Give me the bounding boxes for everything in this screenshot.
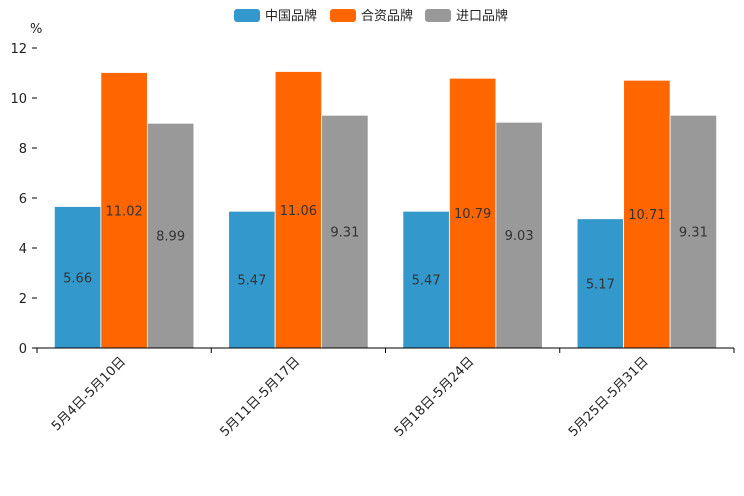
legend-label-3: 进口品牌 [456,8,508,24]
bar-value-label: 8.99 [156,230,185,245]
bar-value-label: 10.79 [454,207,491,222]
bar-value-label: 11.02 [106,204,143,219]
y-tick-label: 2 [19,292,27,307]
x-category-label-3: 5月18日-5月24日 [392,354,478,440]
y-axis-unit-label: % [30,22,42,37]
bar-value-label: 5.47 [412,274,441,289]
y-tick-label: 12 [10,42,27,57]
bar-value-label: 9.31 [330,226,359,241]
x-category-label-4: 5月25日-5月31日 [566,354,652,440]
bar-value-label: 9.03 [505,229,534,244]
bar-2-1 [100,72,148,349]
legend-label-1: 中国品牌 [265,8,317,24]
y-tick-label: 6 [19,192,27,207]
bar-3-1 [146,122,195,349]
legend-swatch-2 [330,9,356,22]
bar-3-3 [495,121,543,349]
y-axis: 0 2 4 6 8 10 12 [10,42,37,357]
x-axis: 5月4日-5月10日 5月11日-5月17日 5月18日-5月24日 5月25日-5月… [36,347,735,440]
bar-2-4 [623,79,671,349]
x-category-label-2: 5月11日-5月17日 [217,354,303,440]
x-category-label-1: 5月4日-5月10日 [49,354,129,434]
bar-value-label: 5.66 [63,271,92,286]
bar-value-label: 11.06 [280,204,317,219]
bar-1-2 [228,210,276,349]
bar-value-label: 10.71 [628,208,665,223]
legend: 中国品牌 合资品牌 进口品牌 [234,8,508,24]
legend-swatch-1 [234,9,260,22]
y-tick-label: 8 [19,142,27,157]
y-tick-label: 0 [19,342,27,357]
bar-3-4 [669,114,718,349]
bar-2-3 [448,77,497,349]
bar-2-2 [274,71,323,349]
y-tick-label: 4 [19,242,27,257]
bar-value-label: 5.47 [237,274,266,289]
legend-label-2: 合资品牌 [361,8,413,24]
legend-swatch-3 [425,9,451,22]
y-tick-label: 10 [10,92,27,107]
bar-value-label: 9.31 [679,226,708,241]
bar-3-2 [321,114,369,349]
bar-value-label: 5.17 [586,277,615,292]
bars: 5.66 11.02 8.99 5.47 11.06 9.31 5.47 10.79 9.03 5… [53,71,718,349]
